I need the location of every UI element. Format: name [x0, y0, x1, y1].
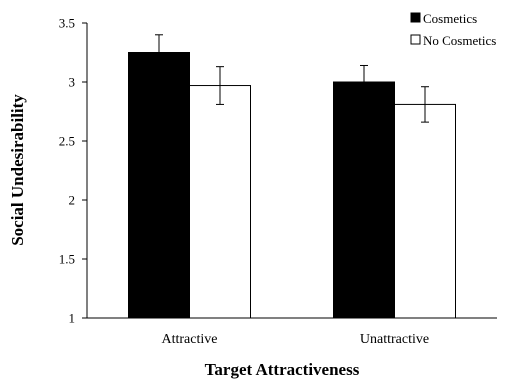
x-category-label-unattractive: Unattractive [360, 332, 429, 347]
x-category-label-attractive: Attractive [162, 332, 218, 347]
bar-cosmetics-attractive [128, 52, 190, 319]
y-tick-label: 2.5 [59, 134, 75, 149]
y-axis-ticks: 1 1.5 2 2.5 3 3.5 [59, 16, 87, 326]
y-tick-label: 1 [69, 311, 76, 326]
legend: Cosmetics No Cosmetics [410, 11, 496, 48]
legend-swatch-no-cosmetics [410, 34, 421, 45]
bars-group [128, 52, 456, 319]
x-axis-title: Target Attractiveness [205, 360, 360, 379]
y-tick-label: 1.5 [59, 252, 75, 267]
bar-no-cosmetics-unattractive [394, 103, 456, 319]
bar-no-cosmetics-attractive [189, 85, 251, 319]
legend-label-cosmetics: Cosmetics [423, 11, 477, 26]
x-axis-category-labels: Attractive Unattractive [162, 332, 430, 347]
legend-label-no-cosmetics: No Cosmetics [423, 33, 496, 48]
y-tick-label: 2 [69, 193, 76, 208]
y-tick-label: 3 [69, 75, 76, 90]
error-bars-group [155, 34, 429, 123]
y-axis-title: Social Undesirability [8, 94, 27, 246]
bar-cosmetics-unattractive [333, 81, 395, 319]
legend-swatch-cosmetics [410, 12, 421, 23]
y-tick-label: 3.5 [59, 16, 75, 31]
